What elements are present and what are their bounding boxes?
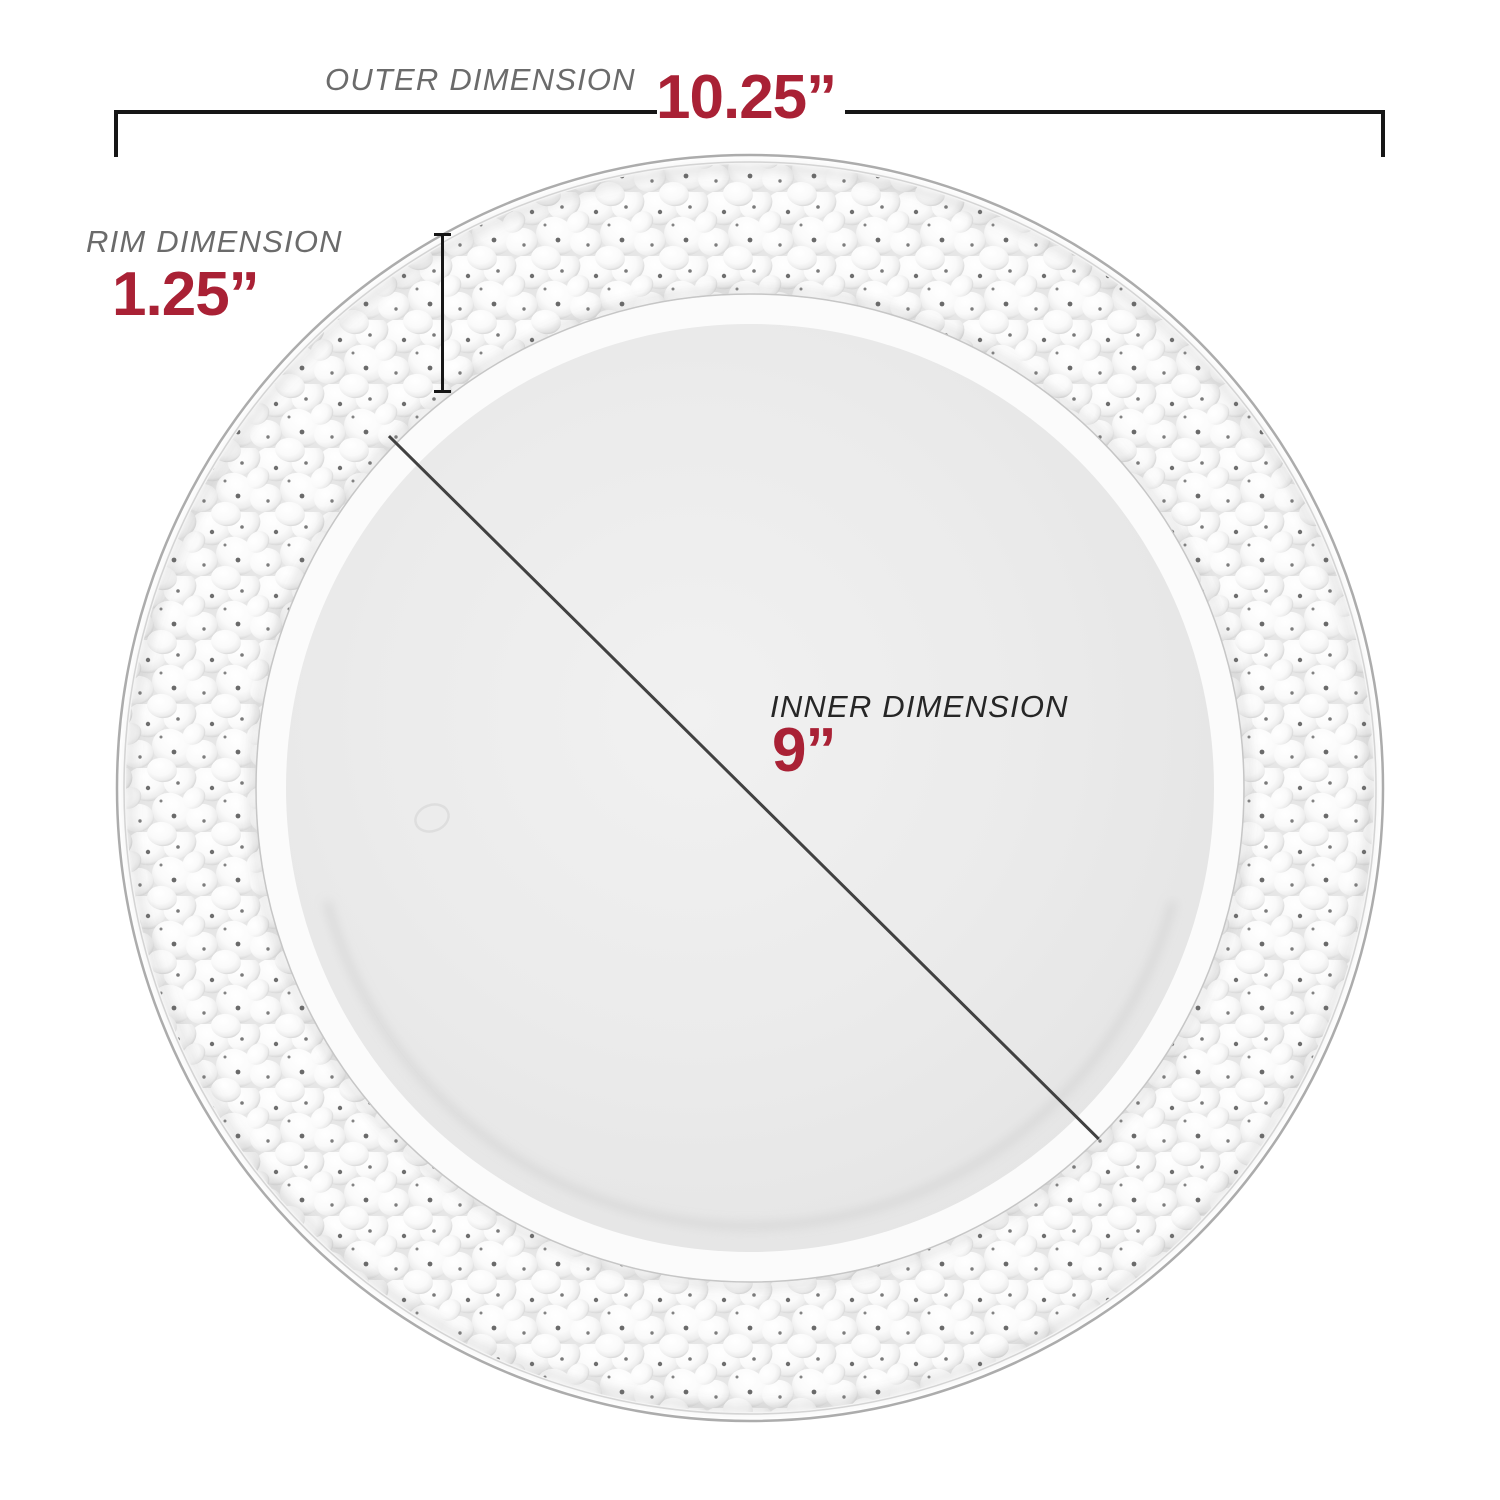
rim-measure-cap-bottom bbox=[434, 390, 451, 393]
outer-bracket-line-right bbox=[845, 110, 1385, 114]
rim-dimension-label: RIM DIMENSION bbox=[86, 224, 343, 259]
outer-dimension-value: 10.25” bbox=[656, 63, 837, 132]
outer-bracket-tick-right bbox=[1381, 110, 1385, 157]
plate-inner-surface bbox=[257, 295, 1243, 1281]
rim-measure-cap-top bbox=[434, 233, 451, 236]
outer-dimension-label: OUTER DIMENSION bbox=[325, 62, 636, 97]
rim-measure-line bbox=[441, 233, 444, 393]
outer-bracket-line-left bbox=[114, 110, 657, 114]
outer-bracket-tick-left bbox=[114, 110, 118, 157]
plate-hammered-rim bbox=[125, 163, 1375, 1413]
inner-dimension-value: 9” bbox=[772, 716, 836, 785]
inner-dimension-label: INNER DIMENSION bbox=[770, 689, 1069, 724]
rim-dimension-value: 1.25” bbox=[112, 260, 260, 329]
